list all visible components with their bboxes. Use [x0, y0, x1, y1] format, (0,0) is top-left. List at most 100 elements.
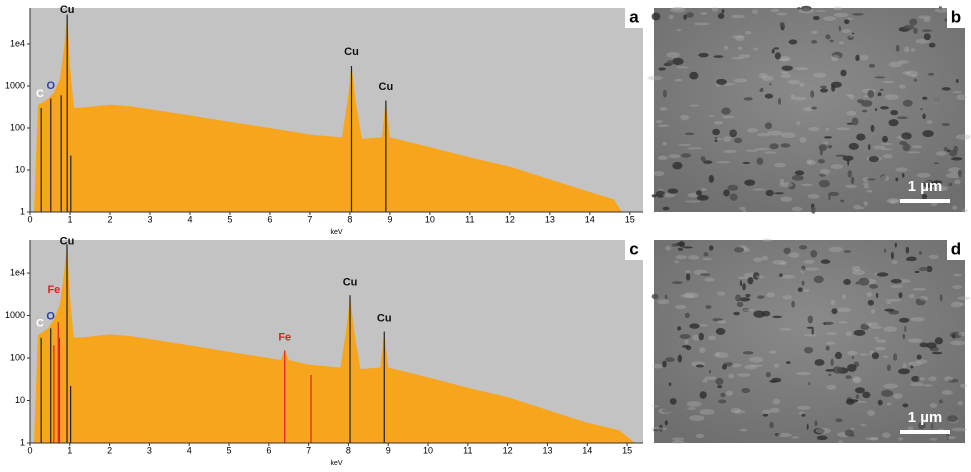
ridge	[848, 94, 855, 100]
x-tick-label: 3	[147, 214, 152, 224]
x-tick-label: 15	[622, 445, 632, 455]
pore	[927, 72, 935, 76]
element-label: C	[36, 317, 44, 329]
pore	[756, 157, 764, 165]
element-label: Cu	[60, 236, 75, 248]
ridge	[881, 148, 893, 151]
pore	[774, 52, 781, 60]
ridge	[723, 149, 737, 154]
pore	[948, 182, 953, 187]
ridge	[955, 134, 971, 140]
ridge	[910, 382, 924, 387]
pore	[884, 308, 895, 312]
pore	[922, 113, 926, 120]
pore	[779, 273, 783, 277]
pore	[953, 145, 959, 153]
ridge	[761, 75, 774, 82]
ridge	[865, 322, 879, 326]
ridge	[952, 205, 958, 210]
x-tick-label: 8	[346, 445, 351, 455]
ridge	[845, 17, 854, 20]
ridge	[761, 255, 769, 261]
pore	[742, 351, 754, 355]
pore	[720, 392, 726, 398]
pore	[708, 174, 715, 183]
ridge	[737, 373, 751, 377]
pore	[877, 399, 883, 406]
pore	[831, 84, 836, 92]
element-label: O	[47, 80, 56, 92]
ridge	[675, 255, 687, 260]
pore	[938, 399, 943, 404]
pore	[845, 375, 852, 379]
pore	[695, 364, 705, 368]
ridge	[782, 295, 793, 300]
ridge	[915, 359, 928, 364]
ridge	[754, 148, 770, 151]
ridge	[676, 66, 689, 69]
ridge	[874, 346, 887, 351]
pore	[910, 365, 914, 369]
ridge	[886, 198, 901, 204]
ridge	[885, 298, 902, 302]
ridge	[898, 437, 904, 441]
pore	[717, 12, 725, 20]
pore	[801, 280, 805, 286]
ridge	[917, 377, 925, 381]
pore	[933, 162, 939, 165]
pore	[867, 89, 875, 98]
ridge	[863, 185, 870, 189]
ridge	[961, 208, 969, 213]
ridge	[941, 389, 953, 396]
ridge	[791, 206, 803, 212]
ridge	[931, 97, 942, 104]
pore	[810, 90, 815, 98]
pore	[932, 97, 942, 103]
ridge	[781, 71, 790, 74]
pore	[890, 251, 895, 260]
pore	[847, 34, 854, 41]
pore	[879, 88, 884, 91]
pore	[835, 418, 843, 423]
pore	[780, 143, 791, 148]
pore	[669, 398, 677, 405]
y-tick-label: 100	[10, 122, 25, 132]
pore	[901, 173, 905, 178]
ridge	[730, 407, 741, 414]
pore	[947, 415, 958, 423]
pore	[668, 382, 672, 387]
pore	[797, 6, 801, 10]
pore	[764, 93, 774, 99]
pore	[774, 433, 781, 437]
pore	[653, 428, 660, 432]
ridge	[841, 29, 852, 33]
pore	[667, 188, 679, 194]
ridge	[739, 428, 748, 432]
ridge	[882, 153, 893, 159]
pore	[918, 250, 922, 255]
pore	[742, 283, 746, 291]
pore	[868, 63, 876, 68]
pore	[911, 375, 920, 382]
pore	[825, 345, 830, 351]
pore	[874, 108, 878, 111]
ridge	[687, 147, 703, 150]
ridge	[826, 341, 836, 345]
pore	[662, 206, 670, 211]
pore	[712, 128, 720, 136]
ridge	[838, 440, 844, 443]
ridge	[735, 35, 745, 41]
pore	[757, 295, 765, 299]
ridge	[825, 127, 830, 131]
ridge	[711, 7, 719, 12]
ridge	[836, 127, 850, 131]
ridge	[926, 120, 933, 124]
pore	[845, 398, 855, 405]
ridge	[826, 384, 837, 390]
pore	[744, 179, 756, 186]
ridge	[950, 340, 966, 346]
ridge	[733, 78, 748, 83]
pore	[918, 267, 929, 272]
pore	[904, 325, 907, 333]
ridge	[907, 338, 923, 343]
